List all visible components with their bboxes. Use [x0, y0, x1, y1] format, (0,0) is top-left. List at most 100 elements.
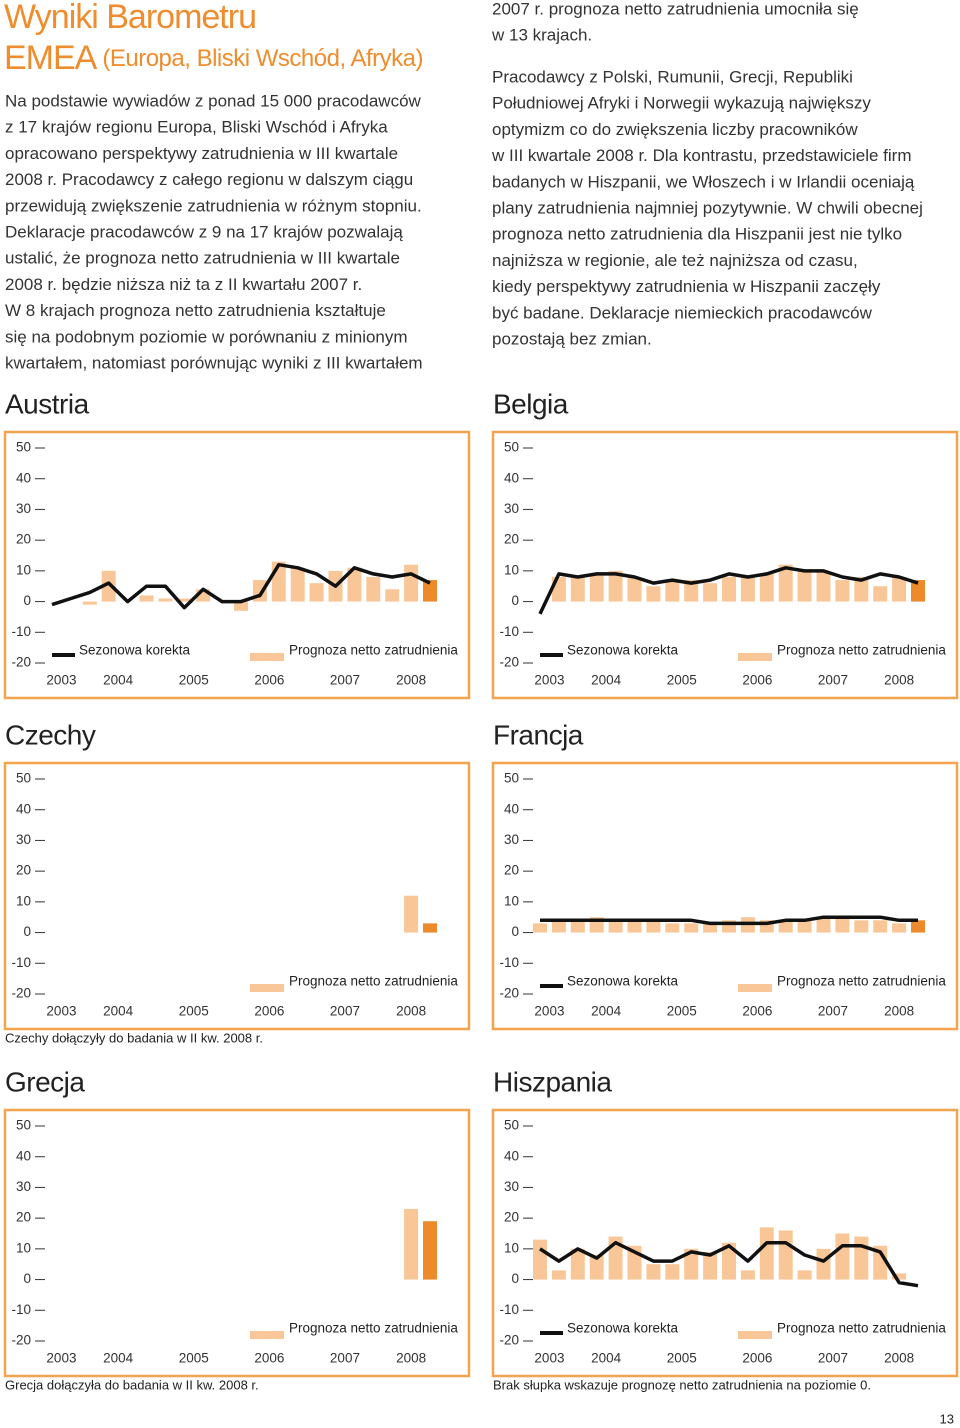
y-tick-label: 40 — [504, 801, 519, 816]
y-tick-label: 0 — [23, 593, 31, 608]
bar — [778, 920, 793, 933]
bar — [759, 1227, 774, 1280]
bar — [177, 598, 192, 602]
chart-frame — [3, 430, 471, 700]
body-line: badanych w Hiszpanii, we Włoszech i w Ir… — [492, 172, 915, 191]
y-tick-label: -10 — [499, 955, 519, 970]
chart-heading: Grecja — [5, 1066, 85, 1097]
bar — [911, 580, 925, 602]
chart-frame — [491, 761, 959, 1031]
bar — [816, 1248, 831, 1280]
legend-label: Prognoza netto zatrudnienia — [777, 974, 946, 989]
body-line: w III kwartale 2008 r. Dla kontrastu, pr… — [491, 146, 912, 165]
bar — [627, 577, 642, 602]
body-line: w 13 krajach. — [491, 25, 592, 44]
x-year-label: 2006 — [254, 673, 284, 688]
page-title: Wyniki Barometru — [4, 0, 256, 36]
x-year-label: 2007 — [330, 1004, 360, 1019]
chart-note: Brak słupka wskazuje prognozę netto zatr… — [493, 1377, 871, 1392]
bar — [570, 577, 585, 602]
bar — [835, 580, 850, 602]
chart-frame — [3, 761, 471, 1031]
bar — [740, 577, 755, 602]
legend-label: Sezonowa korekta — [567, 1321, 679, 1336]
region-heading: EMEA (Europa, Bliski Wschód, Afryka) — [4, 39, 423, 77]
legend-label: Prognoza netto zatrudnienia — [289, 1321, 458, 1336]
y-tick-label: 40 — [16, 1148, 31, 1163]
bar — [892, 923, 907, 933]
y-tick-label: 0 — [511, 1271, 519, 1286]
bar — [778, 1230, 793, 1280]
page-number: 13 — [940, 1411, 954, 1426]
body-line: pozostają bez zmian. — [492, 329, 652, 348]
chart-frame — [491, 1108, 959, 1378]
x-year-label: 2008 — [884, 1351, 914, 1366]
x-year-label: 2004 — [103, 673, 134, 688]
body-line: kwartałem, natomiast porównując wyniki z… — [5, 353, 423, 372]
x-year-label: 2008 — [884, 1004, 914, 1019]
bar — [101, 570, 116, 602]
x-year-label: 2005 — [179, 1004, 209, 1019]
y-tick-label: 10 — [504, 893, 519, 908]
bar — [740, 1270, 755, 1280]
bar — [385, 589, 400, 602]
y-tick-label: 50 — [16, 1118, 31, 1133]
x-year-label: 2008 — [396, 673, 426, 688]
x-year-label: 2003 — [46, 1004, 76, 1019]
bar — [309, 583, 324, 602]
bar — [570, 1248, 585, 1280]
bar — [684, 1248, 699, 1280]
x-year-label: 2007 — [330, 673, 360, 688]
x-year-label: 2005 — [667, 673, 697, 688]
bar — [234, 601, 248, 611]
bar — [608, 920, 623, 933]
y-tick-label: -10 — [499, 1302, 519, 1317]
body-line: optymizm co do zwiększenia liczby pracow… — [492, 120, 858, 139]
x-year-label: 2004 — [591, 673, 622, 688]
y-tick-label: 20 — [504, 532, 519, 547]
body-line: być badane. Deklaracje niemieckich praco… — [492, 303, 873, 322]
y-tick-label: 30 — [16, 501, 31, 516]
bar — [759, 573, 774, 602]
bar — [797, 570, 812, 602]
bar — [873, 1245, 888, 1280]
x-year-label: 2005 — [179, 673, 209, 688]
chart-note: Czechy dołączyły do badania w II kw. 200… — [5, 1030, 263, 1045]
y-tick-label: 10 — [16, 893, 31, 908]
y-tick-label: -20 — [499, 655, 519, 670]
bar — [366, 577, 381, 602]
bar — [911, 920, 925, 933]
bar — [608, 570, 623, 602]
x-year-label: 2008 — [396, 1004, 426, 1019]
legend-label: Prognoza netto zatrudnienia — [777, 643, 946, 658]
x-year-label: 2006 — [254, 1351, 284, 1366]
bar — [835, 1233, 850, 1280]
y-tick-label: 30 — [16, 832, 31, 847]
legend-label: Sezonowa korekta — [79, 643, 191, 658]
bar — [404, 564, 419, 602]
bar — [404, 895, 419, 933]
region-note: (Europa, Bliski Wschód, Afryka) — [102, 45, 423, 72]
bar — [404, 1208, 419, 1280]
x-year-label: 2003 — [46, 673, 76, 688]
y-tick-label: 40 — [16, 470, 31, 485]
y-tick-label: 50 — [504, 440, 519, 455]
bar — [835, 917, 850, 933]
x-year-label: 2007 — [818, 1351, 848, 1366]
body-line: z 17 krajów regionu Europa, Bliski Wschó… — [5, 118, 388, 137]
y-tick-label: 20 — [16, 1210, 31, 1225]
y-tick-label: 30 — [504, 1179, 519, 1194]
x-year-label: 2004 — [103, 1004, 134, 1019]
body-line: się na podobnym poziomie w porównaniu z … — [5, 327, 408, 346]
bar — [589, 573, 604, 602]
bar — [533, 923, 547, 933]
y-tick-label: 20 — [504, 1210, 519, 1225]
y-tick-label: 50 — [504, 1118, 519, 1133]
y-tick-label: 30 — [504, 832, 519, 847]
region-name: EMEA — [4, 39, 98, 77]
x-year-label: 2008 — [396, 1351, 426, 1366]
bar — [873, 586, 888, 602]
legend-swatch — [250, 653, 284, 661]
body-line: Na podstawie wywiadów z ponad 15 000 pra… — [5, 91, 422, 110]
